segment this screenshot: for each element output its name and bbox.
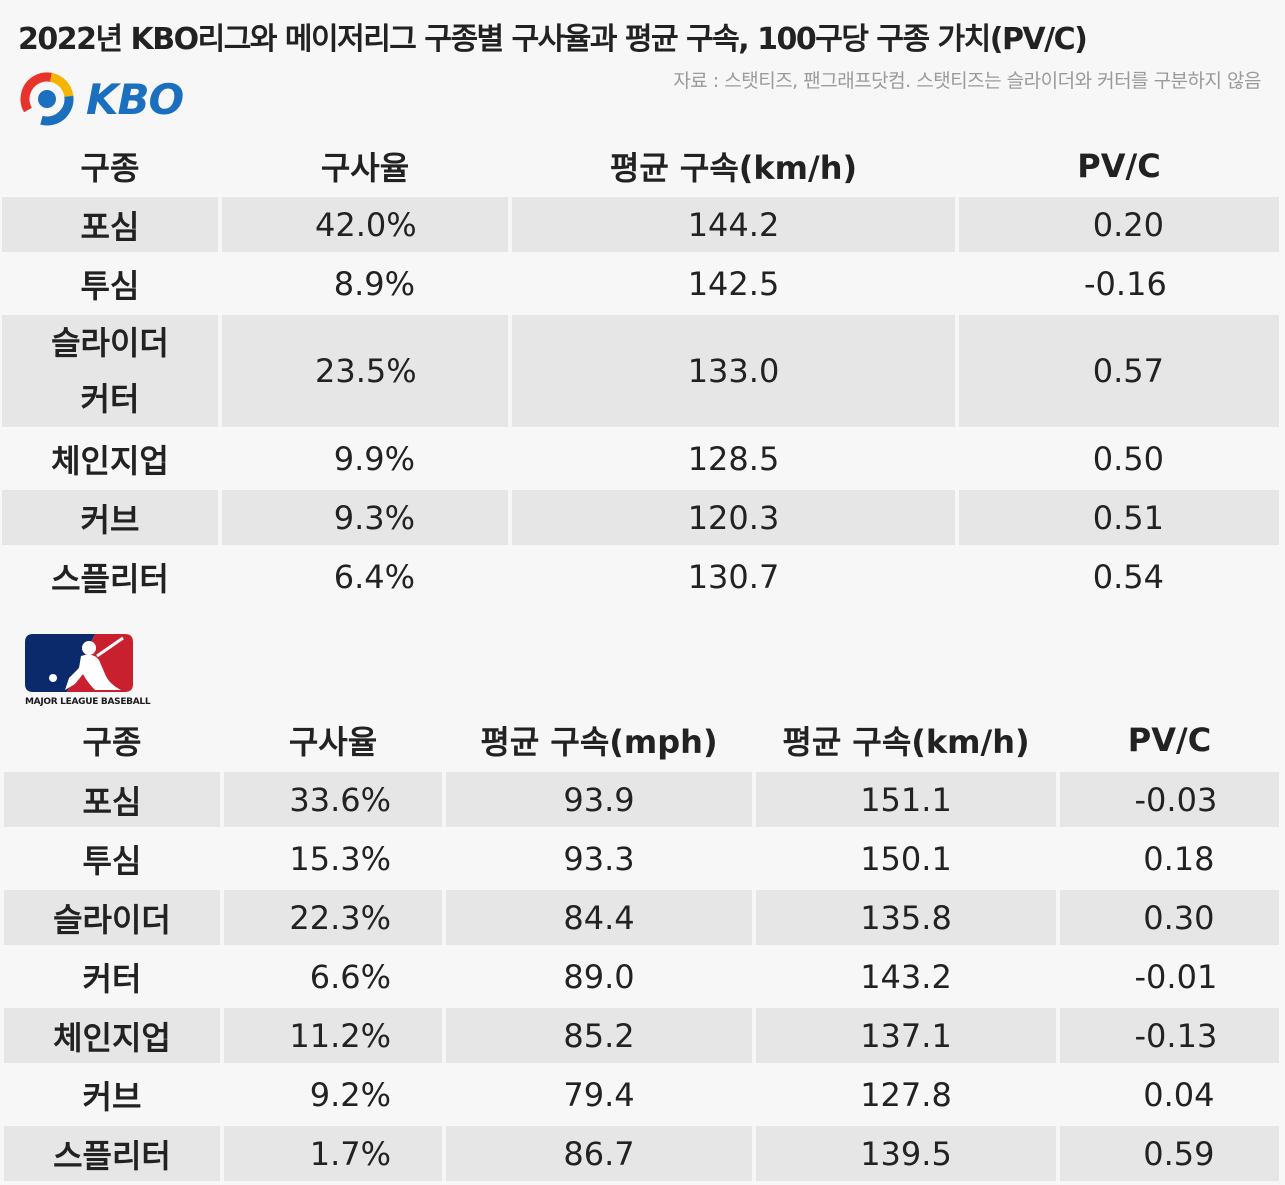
usage-value: 22.3% bbox=[289, 898, 391, 937]
kbo-header-row: 구종 구사율 평균 구속(km/h) PV/C bbox=[2, 139, 1279, 193]
usage-value: 1.7% bbox=[309, 1134, 391, 1173]
mph-value: 93.9 bbox=[446, 772, 752, 827]
mph-value: 89.0 bbox=[563, 957, 635, 996]
kbo-emblem-icon bbox=[20, 72, 74, 126]
pvc-value: -0.13 bbox=[1134, 1016, 1218, 1055]
pvc-value: 0.20 bbox=[1092, 205, 1164, 244]
usage-value: 11.2% bbox=[289, 1016, 391, 1055]
table-row: 스플리터 1.7% 86.7 139.5 0.59 bbox=[4, 1126, 1279, 1181]
pvc-value: -0.16 bbox=[1084, 264, 1167, 303]
usage-value: 9.9% bbox=[333, 439, 415, 478]
mlb-header-pvc: PV/C bbox=[1127, 721, 1212, 759]
pitch-name: 커브 bbox=[82, 1077, 142, 1116]
pitch-name-secondary: 커터 bbox=[80, 380, 140, 418]
kmh-value: 144.2 bbox=[512, 197, 955, 252]
kbo-table: 구종 구사율 평균 구속(km/h) PV/C 포심 42.0% 144.2 0… bbox=[0, 135, 1283, 608]
mph-value: 93.3 bbox=[563, 839, 635, 878]
pvc-value: 0.50 bbox=[1092, 439, 1164, 478]
pvc-value: 0.30 bbox=[1143, 898, 1215, 937]
mlb-header-mph: 평균 구속(mph) bbox=[480, 723, 718, 761]
pvc-value: -0.03 bbox=[1134, 780, 1218, 819]
mph-value: 84.4 bbox=[446, 890, 752, 945]
kmh-value: 142.5 bbox=[687, 264, 780, 303]
mlb-header-row: 구종 구사율 평균 구속(mph) 평균 구속(km/h) PV/C bbox=[4, 712, 1279, 768]
table-row: 포심 42.0% 144.2 0.20 bbox=[2, 197, 1279, 252]
kmh-value: 130.7 bbox=[687, 557, 780, 596]
kbo-logo: KBO bbox=[20, 70, 184, 128]
pvc-value: 0.18 bbox=[1143, 839, 1215, 878]
table-row: 커브 9.3% 120.3 0.51 bbox=[2, 490, 1279, 545]
pitch-name: 스플리터 bbox=[51, 559, 169, 598]
pitch-name: 스플리터 bbox=[4, 1126, 220, 1181]
pvc-value: 0.57 bbox=[1092, 352, 1164, 390]
pitch-name: 포심 bbox=[4, 772, 220, 827]
pvc-value: 0.54 bbox=[1092, 557, 1164, 596]
kmh-value: 128.5 bbox=[687, 439, 780, 478]
kmh-value: 133.0 bbox=[512, 315, 955, 427]
table-row: 커터 6.6% 89.0 143.2 -0.01 bbox=[4, 949, 1279, 1004]
table-row: 포심 33.6% 93.9 151.1 -0.03 bbox=[4, 772, 1279, 827]
usage-value: 15.3% bbox=[289, 839, 391, 878]
pvc-value: 0.51 bbox=[1092, 498, 1164, 537]
pitch-name-stack: 슬라이더 커터 bbox=[2, 315, 218, 427]
kmh-value: 120.3 bbox=[512, 490, 955, 545]
table-row: 슬라이더 22.3% 84.4 135.8 0.30 bbox=[4, 890, 1279, 945]
table-row: 체인지업 9.9% 128.5 0.50 bbox=[2, 431, 1279, 486]
pitch-name: 슬라이더 bbox=[51, 324, 169, 362]
table-row: 커브 9.2% 79.4 127.8 0.04 bbox=[4, 1067, 1279, 1122]
kbo-header-pvc: PV/C bbox=[1077, 147, 1161, 185]
kmh-value: 151.1 bbox=[756, 772, 1056, 827]
pitch-name: 체인지업 bbox=[51, 441, 169, 480]
mlb-logo: MAJOR LEAGUE BASEBALL bbox=[25, 634, 151, 707]
kmh-value: 150.1 bbox=[860, 839, 952, 878]
usage-value: 33.6% bbox=[289, 780, 391, 819]
pitch-name: 포심 bbox=[2, 197, 218, 252]
pvc-value: 0.04 bbox=[1143, 1075, 1215, 1114]
table-row: 체인지업 11.2% 85.2 137.1 -0.13 bbox=[4, 1008, 1279, 1063]
source-note: 자료 : 스탯티즈, 팬그래프닷컴. 스탯티즈는 슬라이더와 커터를 구분하지 … bbox=[673, 70, 1261, 92]
table-row: 스플리터 6.4% 130.7 0.54 bbox=[2, 549, 1279, 604]
mlb-logo-caption: MAJOR LEAGUE BASEBALL bbox=[25, 697, 151, 707]
usage-value: 23.5% bbox=[315, 352, 417, 390]
mlb-header-usage: 구사율 bbox=[288, 723, 378, 761]
usage-value: 42.0% bbox=[315, 205, 417, 244]
mlb-header-pitch: 구종 bbox=[82, 723, 142, 761]
pitch-name: 커브 bbox=[2, 490, 218, 545]
pvc-value: 0.59 bbox=[1143, 1134, 1215, 1173]
mph-value: 79.4 bbox=[563, 1075, 635, 1114]
usage-value: 9.3% bbox=[333, 498, 415, 537]
usage-value: 8.9% bbox=[333, 264, 415, 303]
pitch-name: 커터 bbox=[82, 959, 142, 998]
mlb-table: 구종 구사율 평균 구속(mph) 평균 구속(km/h) PV/C 포심 33… bbox=[0, 708, 1283, 1185]
kmh-value: 143.2 bbox=[860, 957, 952, 996]
mlb-header-kmh: 평균 구속(km/h) bbox=[782, 723, 1030, 761]
kbo-logo-text: KBO bbox=[86, 74, 184, 124]
kbo-header-pitch: 구종 bbox=[80, 149, 140, 187]
table-row: 슬라이더 커터 23.5% 133.0 0.57 bbox=[2, 315, 1279, 427]
kmh-value: 137.1 bbox=[756, 1008, 1056, 1063]
kmh-value: 127.8 bbox=[860, 1075, 952, 1114]
usage-value: 9.2% bbox=[309, 1075, 391, 1114]
mph-value: 85.2 bbox=[446, 1008, 752, 1063]
pitch-name: 슬라이더 bbox=[4, 890, 220, 945]
kbo-header-kmh: 평균 구속(km/h) bbox=[609, 149, 858, 187]
pitch-name: 투심 bbox=[82, 841, 142, 880]
kmh-value: 135.8 bbox=[756, 890, 1056, 945]
mph-value: 86.7 bbox=[446, 1126, 752, 1181]
usage-value: 6.4% bbox=[333, 557, 415, 596]
usage-value: 6.6% bbox=[309, 957, 391, 996]
table-row: 투심 8.9% 142.5 -0.16 bbox=[2, 256, 1279, 311]
table-row: 투심 15.3% 93.3 150.1 0.18 bbox=[4, 831, 1279, 886]
kmh-value: 139.5 bbox=[756, 1126, 1056, 1181]
pitch-name: 투심 bbox=[80, 266, 140, 305]
kbo-header-usage: 구사율 bbox=[320, 149, 410, 187]
mlb-batter-icon bbox=[25, 634, 133, 692]
pitch-name: 체인지업 bbox=[4, 1008, 220, 1063]
page-title: 2022년 KBO리그와 메이저리그 구종별 구사율과 평균 구속, 100구당… bbox=[18, 22, 1088, 57]
pvc-value: -0.01 bbox=[1134, 957, 1218, 996]
